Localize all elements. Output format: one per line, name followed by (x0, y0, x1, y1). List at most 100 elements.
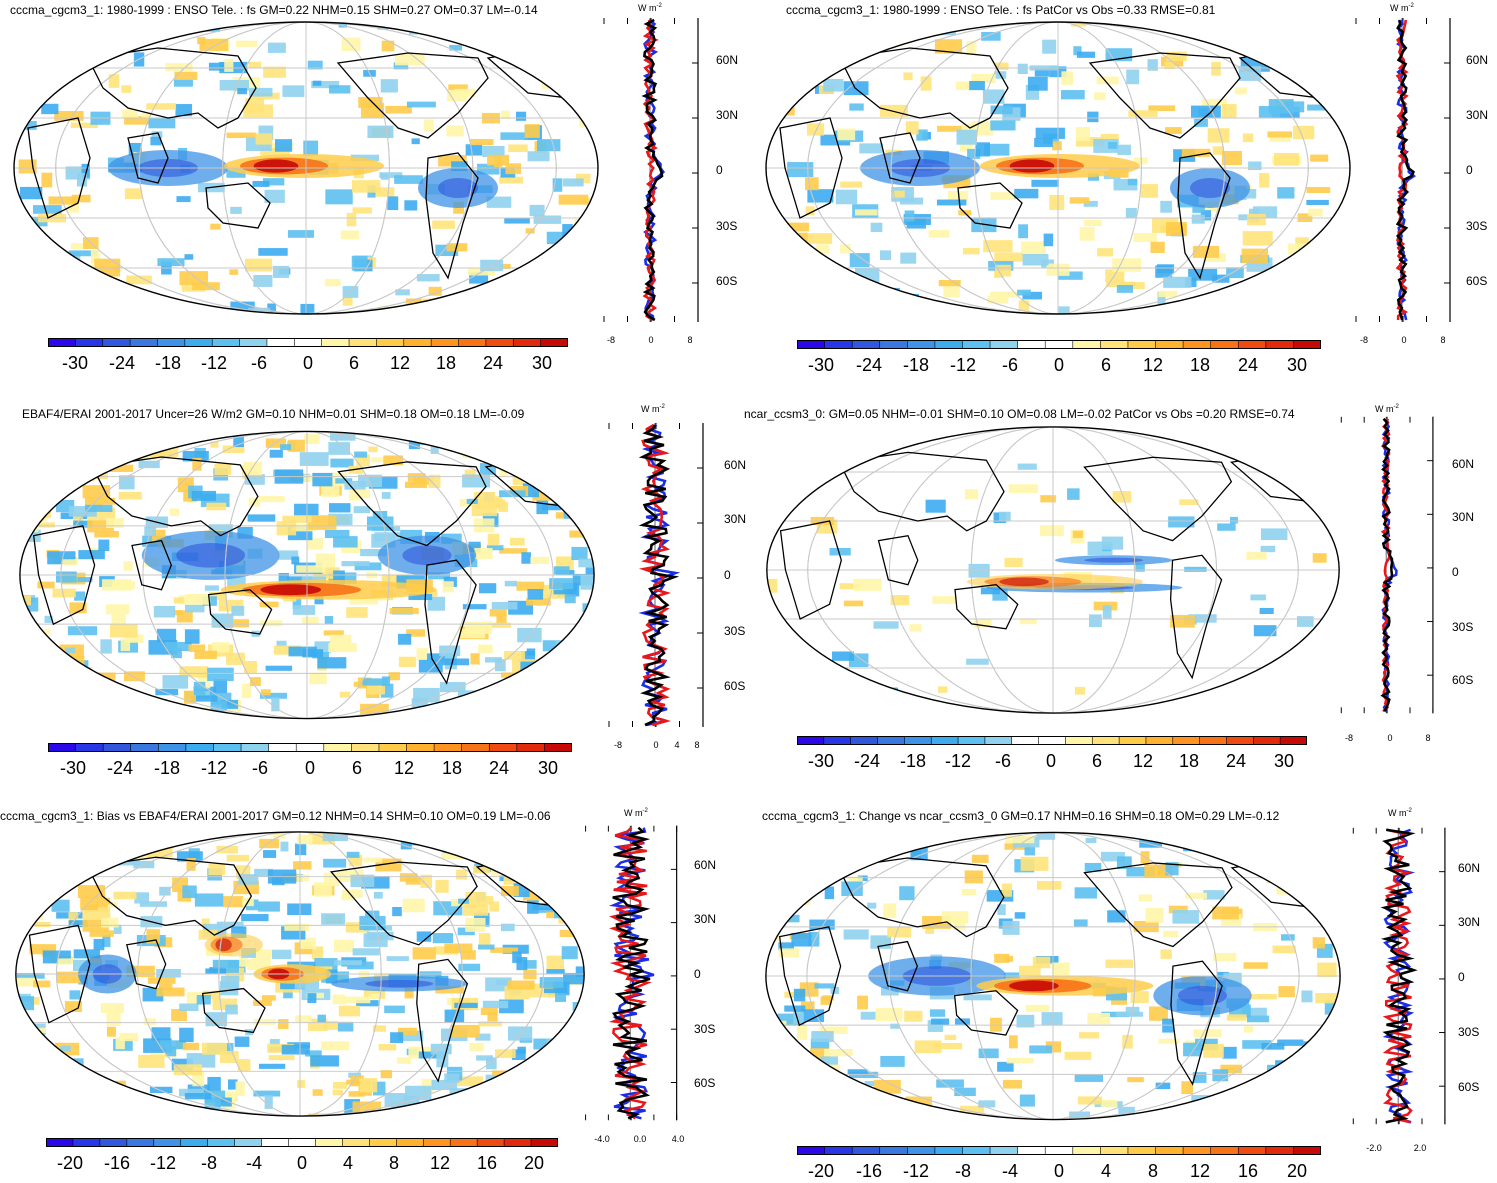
field-cell (504, 872, 515, 884)
field-cell (1308, 209, 1323, 217)
colorbar-swatch (76, 743, 104, 752)
field-cell (562, 224, 572, 237)
field-cell (1227, 1014, 1247, 1020)
colorbar-swatch (157, 338, 185, 347)
field-cell (1267, 1065, 1280, 1075)
field-cell (125, 188, 142, 199)
field-cell (156, 988, 184, 997)
field-cell (174, 597, 184, 603)
field-cell (588, 453, 600, 460)
field-cell (553, 1109, 576, 1117)
field-cell (269, 1055, 295, 1060)
field-cell (571, 679, 598, 693)
field-cell (1184, 830, 1212, 844)
field-cell (930, 19, 942, 27)
field-cell (510, 700, 533, 706)
colorbar-swatch (504, 1138, 531, 1147)
field-cell (1075, 887, 1097, 898)
field-cell (307, 993, 316, 1003)
field-cell (499, 305, 520, 316)
field-cell (207, 1077, 220, 1091)
field-cell (777, 38, 797, 44)
field-cell (836, 299, 863, 311)
field-cell (1042, 1012, 1063, 1025)
field-cell (571, 547, 587, 560)
field-cell (1313, 553, 1327, 563)
field-cell (213, 679, 227, 693)
field-cell (1082, 314, 1094, 318)
field-cell (1005, 836, 1034, 843)
colorbar-tick: 18 (1190, 355, 1210, 376)
colorbar-tick: 8 (389, 1153, 399, 1174)
field-cell (33, 492, 48, 499)
field-cell (548, 1103, 567, 1111)
field-cell (27, 1058, 50, 1068)
field-cell (1021, 857, 1049, 871)
field-cell (325, 189, 352, 204)
map-robinson (8, 18, 604, 318)
field-cell (167, 832, 189, 841)
field-cell (224, 59, 233, 72)
field-cell (321, 913, 345, 924)
field-cell (1243, 133, 1253, 142)
lat-label-30s: 30S (1452, 620, 1473, 634)
field-cell (887, 926, 911, 937)
field-cell (1330, 25, 1349, 36)
field-cell (543, 45, 568, 59)
field-cell (883, 903, 896, 918)
field-cell (1086, 838, 1097, 843)
colorbar-swatch (1073, 340, 1101, 349)
field-cell (1161, 949, 1172, 958)
field-cell (1031, 180, 1058, 187)
colorbar-swatch (1146, 736, 1173, 745)
field-cell (57, 972, 81, 984)
field-cell (62, 559, 77, 565)
field-cell (41, 104, 58, 114)
field-cell (36, 856, 63, 866)
colorbar-swatch (1100, 1146, 1128, 1155)
field-cell (849, 103, 863, 110)
field-cell (28, 1064, 45, 1069)
field-cell (1288, 243, 1311, 254)
x-tick-label: 2.0 (1414, 1143, 1427, 1153)
lat-label-30n: 30N (1458, 915, 1480, 929)
field-cell (185, 629, 200, 643)
field-cell (192, 282, 220, 290)
field-cell (431, 705, 450, 710)
field-cell (837, 24, 850, 37)
lat-label-60s: 60S (1452, 673, 1473, 687)
field-cell (72, 195, 91, 203)
field-cell (56, 445, 79, 452)
field-cell (850, 253, 870, 267)
colorbar-swatch (907, 340, 935, 349)
colorbar-swatch (825, 1146, 853, 1155)
field-cell (1016, 716, 1036, 717)
colorbar-tick: 0 (1046, 751, 1056, 772)
field-cell (159, 887, 170, 896)
colorbar-tick: -12 (201, 758, 227, 779)
field-cell (1310, 267, 1329, 281)
colorbar-swatch (486, 338, 514, 347)
cold-anomaly (1178, 986, 1227, 1006)
field-cell (867, 903, 876, 909)
field-cell (1267, 872, 1282, 879)
field-cell (138, 1055, 164, 1068)
field-cell (179, 1004, 198, 1012)
field-cell (836, 190, 857, 205)
colorbar-swatch (797, 736, 824, 745)
colorbar-tick: -18 (900, 751, 926, 772)
field-cell (965, 489, 978, 499)
field-cell (60, 1072, 70, 1077)
field-cell (769, 238, 779, 250)
field-cell (1211, 62, 1221, 76)
field-cell (546, 1039, 565, 1052)
field-cell (553, 178, 563, 191)
field-cell (548, 457, 575, 466)
field-cell (871, 297, 901, 311)
field-cell (379, 1044, 397, 1050)
field-cell (832, 651, 854, 660)
field-cell (987, 296, 1008, 304)
lat-label-30n: 30N (1466, 108, 1488, 122)
colorbar-tick: -24 (107, 758, 133, 779)
field-cell (233, 619, 249, 627)
